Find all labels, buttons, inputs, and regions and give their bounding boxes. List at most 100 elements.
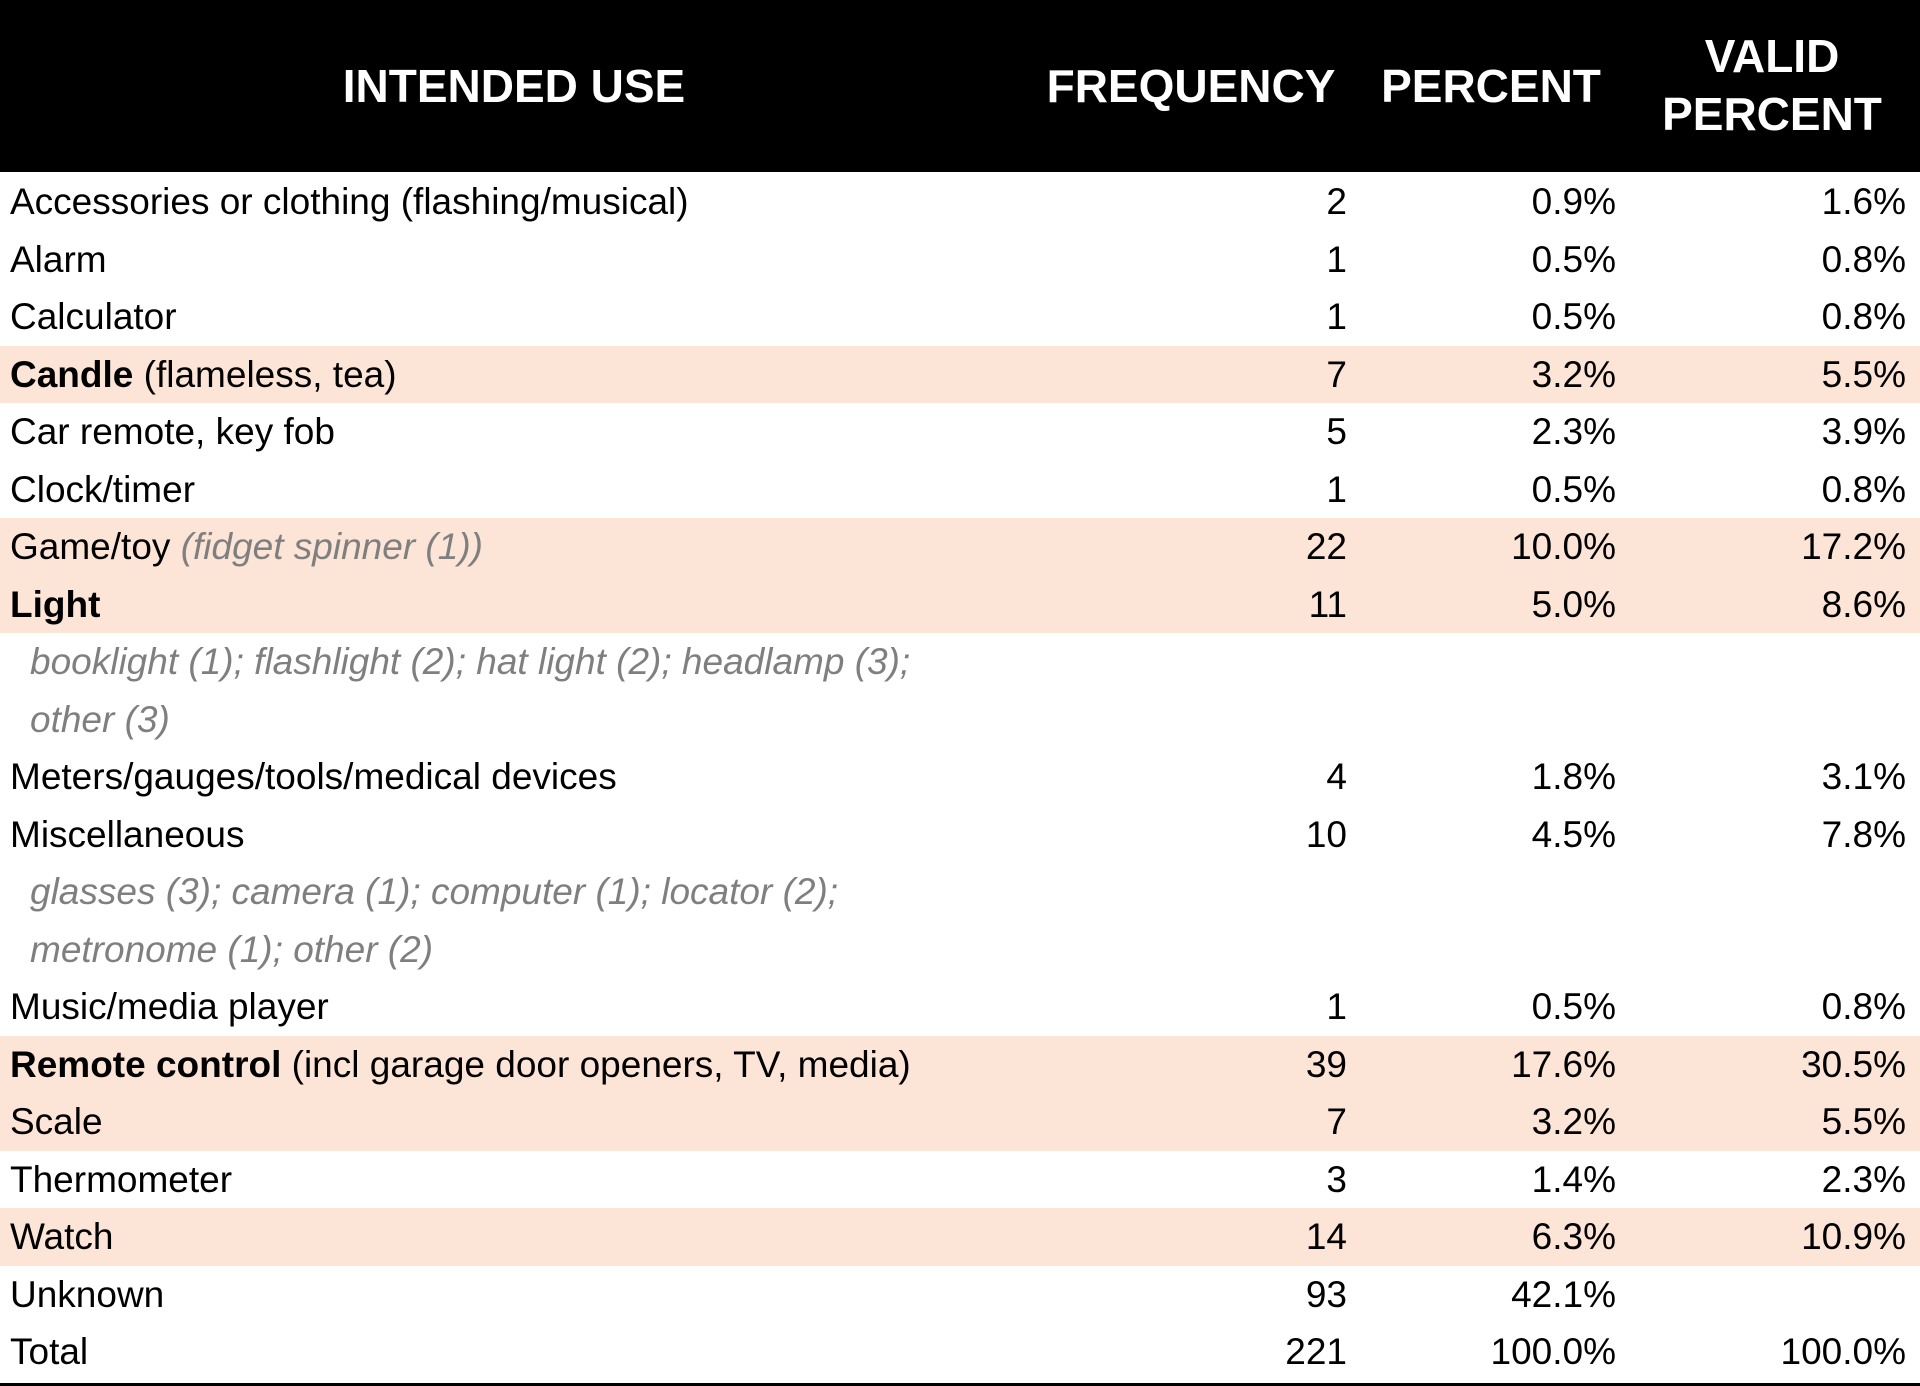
frequency-cell: 11 bbox=[1308, 583, 1347, 625]
valid-percent-cell: 2.3% bbox=[1821, 1158, 1906, 1200]
frequency-cell: 1 bbox=[1326, 468, 1347, 510]
valid-percent-cell: 0.8% bbox=[1821, 296, 1906, 337]
bottom-rule bbox=[0, 1382, 1920, 1386]
frequency-cell: 2 bbox=[1326, 181, 1347, 222]
valid-percent-cell: 3.1% bbox=[1821, 756, 1906, 797]
label-text: Accessories or clothing (flashing/musica… bbox=[10, 181, 689, 222]
percent-cell: 0.9% bbox=[1531, 181, 1616, 222]
label-text: Scale bbox=[10, 1101, 103, 1142]
label-cell: Calculator bbox=[10, 288, 177, 346]
table-row: Alarm 1 0.5% 0.8% bbox=[0, 231, 1920, 289]
label-cell: Unknown bbox=[10, 1266, 164, 1324]
label-cell: Remote control (incl garage door openers… bbox=[10, 1036, 911, 1094]
percent-cell: 17.6% bbox=[1511, 1043, 1616, 1085]
frequency-cell: 5 bbox=[1326, 411, 1347, 452]
table-row: Miscellaneous 10 4.5% 7.8% bbox=[0, 806, 1920, 864]
label-cell: Scale bbox=[10, 1093, 103, 1151]
frequency-cell: 1 bbox=[1326, 296, 1347, 337]
note-row: other (3) bbox=[0, 691, 1920, 749]
label-cell: Car remote, key fob bbox=[10, 403, 335, 461]
label-text: Remote control bbox=[10, 1043, 282, 1085]
note-row: booklight (1); flashlight (2); hat light… bbox=[0, 633, 1920, 691]
frequency-cell: 3 bbox=[1326, 1158, 1347, 1200]
valid-percent-cell: 30.5% bbox=[1801, 1043, 1906, 1085]
valid-percent-cell: 0.8% bbox=[1821, 468, 1906, 510]
header-cell: INTENDED USE bbox=[342, 60, 686, 112]
frequency-cell: 7 bbox=[1326, 353, 1347, 395]
percent-cell: 1.4% bbox=[1531, 1158, 1616, 1200]
label-text: Candle bbox=[10, 353, 134, 395]
label-cell: Music/media player bbox=[10, 978, 329, 1036]
valid-percent-cell: 7.8% bbox=[1821, 813, 1906, 855]
label-text: (incl garage door openers, TV, media) bbox=[291, 1043, 911, 1085]
table-row: Car remote, key fob 5 2.3% 3.9% bbox=[0, 403, 1920, 461]
valid-percent-cell: 5.5% bbox=[1821, 353, 1906, 395]
label-text: Thermometer bbox=[10, 1158, 233, 1200]
table-row: Meters/gauges/tools/medical devices 4 1.8%… bbox=[0, 748, 1920, 806]
label-cell: Total bbox=[10, 1323, 88, 1381]
label-cell: Thermometer bbox=[10, 1151, 232, 1209]
note-text: glasses (3); camera (1); computer (1); l… bbox=[30, 871, 839, 912]
percent-cell: 3.2% bbox=[1531, 1101, 1616, 1142]
frequency-cell: 14 bbox=[1305, 1216, 1347, 1257]
header-cell: PERCENT bbox=[1381, 60, 1601, 112]
note-row: glasses (3); camera (1); computer (1); l… bbox=[0, 863, 1920, 921]
percent-cell: 100.0% bbox=[1490, 1331, 1617, 1372]
label-cell: Miscellaneous bbox=[10, 806, 244, 864]
label-text: Light bbox=[10, 583, 101, 625]
header-cell: FREQUENCY bbox=[1046, 60, 1336, 112]
frequency-cell: 7 bbox=[1326, 1101, 1347, 1142]
label-text: Calculator bbox=[10, 296, 177, 337]
table-row: Light 11 5.0% 8.6% bbox=[0, 575, 1920, 634]
table-row: Clock/timer 1 0.5% 0.8% bbox=[0, 461, 1920, 519]
label-cell: Game/toy (fidget spinner (1)) bbox=[10, 518, 483, 576]
percent-cell: 0.5% bbox=[1531, 986, 1616, 1027]
table-row: Remote control (incl garage door openers… bbox=[0, 1035, 1920, 1094]
frequency-cell: 22 bbox=[1305, 526, 1347, 567]
label-cell: Accessories or clothing (flashing/musica… bbox=[10, 173, 689, 231]
frequency-cell: 4 bbox=[1326, 756, 1347, 797]
frequency-cell: 10 bbox=[1305, 813, 1347, 855]
valid-percent-cell: 10.9% bbox=[1801, 1216, 1906, 1257]
label-text: Clock/timer bbox=[10, 468, 196, 510]
table-header: INTENDED USE FREQUENCY PERCENT VALID PER… bbox=[0, 0, 1920, 172]
label-cell: Meters/gauges/tools/medical devices bbox=[10, 748, 617, 806]
note-text: booklight (1); flashlight (2); hat light… bbox=[30, 641, 911, 682]
label-text: (fidget spinner (1)) bbox=[180, 526, 483, 567]
percent-cell: 2.3% bbox=[1531, 411, 1616, 452]
note-text: other (3) bbox=[30, 698, 170, 740]
table-row: Watch 14 6.3% 10.9% bbox=[0, 1208, 1920, 1266]
table-row: Candle (flameless, tea) 7 3.2% 5.5% bbox=[0, 345, 1920, 403]
note-row: metronome (1); other (2) bbox=[0, 921, 1920, 979]
note-text: metronome (1); other (2) bbox=[30, 928, 434, 970]
frequency-cell: 93 bbox=[1305, 1273, 1347, 1315]
percent-cell: 10.0% bbox=[1511, 526, 1616, 567]
label-text: Unknown bbox=[10, 1273, 165, 1315]
percent-cell: 6.3% bbox=[1531, 1216, 1616, 1257]
percent-cell: 0.5% bbox=[1531, 296, 1616, 337]
label-cell: Light bbox=[10, 576, 100, 634]
label-text: Meters/gauges/tools/medical devices bbox=[10, 756, 617, 797]
valid-percent-cell: 8.6% bbox=[1821, 583, 1906, 625]
label-text: Watch bbox=[10, 1216, 114, 1257]
percent-cell: 4.5% bbox=[1531, 813, 1616, 855]
percent-cell: 42.1% bbox=[1511, 1273, 1616, 1315]
valid-percent-cell: 3.9% bbox=[1821, 411, 1906, 452]
label-text: Alarm bbox=[10, 238, 107, 280]
table-row: Music/media player 1 0.5% 0.8% bbox=[0, 978, 1920, 1036]
header-cell: VALID PERCENT bbox=[1662, 30, 1882, 140]
percent-cell: 0.5% bbox=[1531, 238, 1616, 280]
label-cell: Watch bbox=[10, 1208, 113, 1266]
percent-cell: 1.8% bbox=[1531, 756, 1616, 797]
label-text: Total bbox=[10, 1331, 89, 1372]
label-text: Car remote, key fob bbox=[10, 411, 335, 452]
table-row: Scale 7 3.2% 5.5% bbox=[0, 1093, 1920, 1151]
valid-percent-cell: 0.8% bbox=[1821, 986, 1906, 1027]
table-row: Total 221 100.0% 100.0% bbox=[0, 1323, 1920, 1381]
table-row: Game/toy (fidget spinner (1)) 22 10.0% 17.2… bbox=[0, 518, 1920, 576]
label-cell: Alarm bbox=[10, 231, 107, 289]
table-row: Thermometer 3 1.4% 2.3% bbox=[0, 1151, 1920, 1209]
valid-percent-cell: 100.0% bbox=[1780, 1331, 1907, 1372]
frequency-cell: 1 bbox=[1326, 986, 1347, 1027]
